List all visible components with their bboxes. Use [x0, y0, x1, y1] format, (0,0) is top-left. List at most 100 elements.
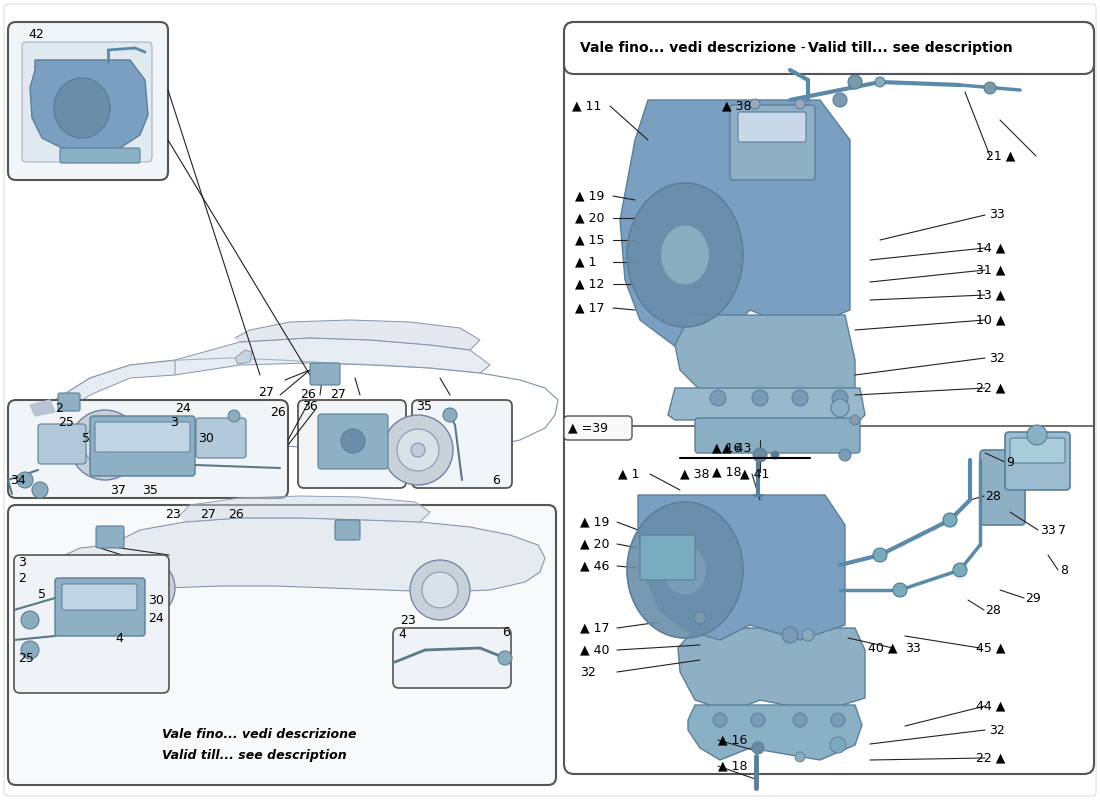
- Text: ▲ 15: ▲ 15: [575, 234, 605, 246]
- Text: ▲ 40: ▲ 40: [580, 643, 609, 657]
- Text: ▲ 41: ▲ 41: [740, 467, 769, 481]
- Circle shape: [832, 390, 848, 406]
- Text: 13 ▲: 13 ▲: [976, 289, 1005, 302]
- Circle shape: [21, 611, 38, 629]
- Circle shape: [70, 410, 140, 480]
- Text: 30: 30: [148, 594, 164, 606]
- Text: deineAutoteile: deineAutoteile: [752, 394, 947, 506]
- Text: 42: 42: [28, 29, 44, 42]
- FancyBboxPatch shape: [1010, 438, 1065, 463]
- FancyBboxPatch shape: [980, 450, 1025, 525]
- Circle shape: [793, 713, 807, 727]
- FancyBboxPatch shape: [90, 416, 195, 476]
- Text: 28: 28: [984, 603, 1001, 617]
- Text: Valid till... see description: Valid till... see description: [162, 749, 346, 762]
- Circle shape: [830, 713, 845, 727]
- FancyBboxPatch shape: [196, 418, 246, 458]
- Text: 32: 32: [580, 666, 596, 678]
- Circle shape: [833, 93, 847, 107]
- FancyBboxPatch shape: [96, 526, 124, 548]
- Text: 30: 30: [198, 431, 213, 445]
- Text: 25: 25: [18, 651, 34, 665]
- FancyBboxPatch shape: [310, 363, 340, 385]
- Text: 36: 36: [302, 399, 318, 413]
- Polygon shape: [627, 183, 743, 327]
- Circle shape: [752, 390, 768, 406]
- Text: 5: 5: [39, 589, 46, 602]
- Polygon shape: [620, 100, 850, 350]
- Text: ▲ 43: ▲ 43: [722, 442, 751, 454]
- Circle shape: [116, 558, 175, 618]
- Text: Vale fino... vedi descrizione: Vale fino... vedi descrizione: [580, 41, 796, 55]
- Circle shape: [802, 629, 814, 641]
- Circle shape: [32, 482, 48, 498]
- Text: 24: 24: [148, 611, 164, 625]
- Text: 3: 3: [18, 555, 26, 569]
- Polygon shape: [180, 496, 430, 522]
- Text: 9: 9: [1006, 455, 1014, 469]
- Circle shape: [984, 82, 996, 94]
- Text: 37: 37: [110, 483, 125, 497]
- Circle shape: [873, 548, 887, 562]
- FancyBboxPatch shape: [730, 105, 815, 180]
- Text: 28: 28: [984, 490, 1001, 502]
- Circle shape: [848, 75, 862, 89]
- Text: ▲ 12: ▲ 12: [575, 278, 604, 290]
- Text: 27: 27: [258, 386, 274, 398]
- Circle shape: [422, 572, 458, 608]
- Circle shape: [1027, 425, 1047, 445]
- FancyBboxPatch shape: [1005, 432, 1070, 490]
- FancyBboxPatch shape: [738, 112, 806, 142]
- FancyBboxPatch shape: [8, 22, 168, 180]
- Text: 22 ▲: 22 ▲: [976, 751, 1005, 765]
- Circle shape: [341, 429, 365, 453]
- Text: 10 ▲: 10 ▲: [976, 314, 1005, 326]
- Text: 23: 23: [165, 507, 180, 521]
- Text: ▲ 16: ▲ 16: [718, 734, 747, 746]
- FancyBboxPatch shape: [4, 4, 1096, 796]
- Text: 6: 6: [502, 626, 510, 638]
- Text: 33: 33: [905, 642, 921, 654]
- FancyBboxPatch shape: [95, 422, 190, 452]
- Circle shape: [16, 472, 33, 488]
- Circle shape: [98, 438, 112, 452]
- Text: ▲ 18: ▲ 18: [712, 466, 741, 478]
- Text: 5: 5: [82, 431, 90, 445]
- Text: deineAutoteile: deineAutoteile: [109, 330, 290, 470]
- FancyBboxPatch shape: [564, 22, 1094, 74]
- Text: 4: 4: [116, 631, 123, 645]
- Text: 14 ▲: 14 ▲: [976, 242, 1005, 254]
- Text: 26: 26: [270, 406, 286, 418]
- Polygon shape: [688, 705, 862, 760]
- FancyBboxPatch shape: [695, 418, 860, 453]
- Text: 3: 3: [170, 415, 178, 429]
- Text: 33: 33: [1040, 523, 1056, 537]
- Text: 29: 29: [1025, 591, 1041, 605]
- FancyBboxPatch shape: [60, 148, 140, 163]
- Text: 4: 4: [398, 629, 406, 642]
- Text: 22 ▲: 22 ▲: [976, 382, 1005, 394]
- Text: 35: 35: [142, 483, 158, 497]
- Polygon shape: [627, 502, 743, 638]
- Text: 32: 32: [989, 351, 1005, 365]
- Circle shape: [710, 390, 726, 406]
- Circle shape: [751, 713, 764, 727]
- Circle shape: [752, 742, 764, 754]
- Text: 26: 26: [228, 507, 244, 521]
- Circle shape: [754, 448, 767, 462]
- Text: ▲ 11: ▲ 11: [572, 99, 602, 113]
- Polygon shape: [235, 320, 480, 350]
- Circle shape: [953, 563, 967, 577]
- Text: ▲ 16: ▲ 16: [712, 442, 741, 454]
- Circle shape: [126, 570, 163, 606]
- Text: 23: 23: [400, 614, 416, 626]
- Polygon shape: [54, 78, 110, 138]
- Circle shape: [795, 752, 805, 762]
- Text: 31 ▲: 31 ▲: [976, 263, 1005, 277]
- Text: ▲ 20: ▲ 20: [575, 211, 605, 225]
- FancyBboxPatch shape: [564, 416, 632, 440]
- FancyBboxPatch shape: [336, 520, 360, 540]
- FancyBboxPatch shape: [62, 584, 138, 610]
- Polygon shape: [28, 358, 558, 452]
- Text: ▲ 46: ▲ 46: [580, 559, 609, 573]
